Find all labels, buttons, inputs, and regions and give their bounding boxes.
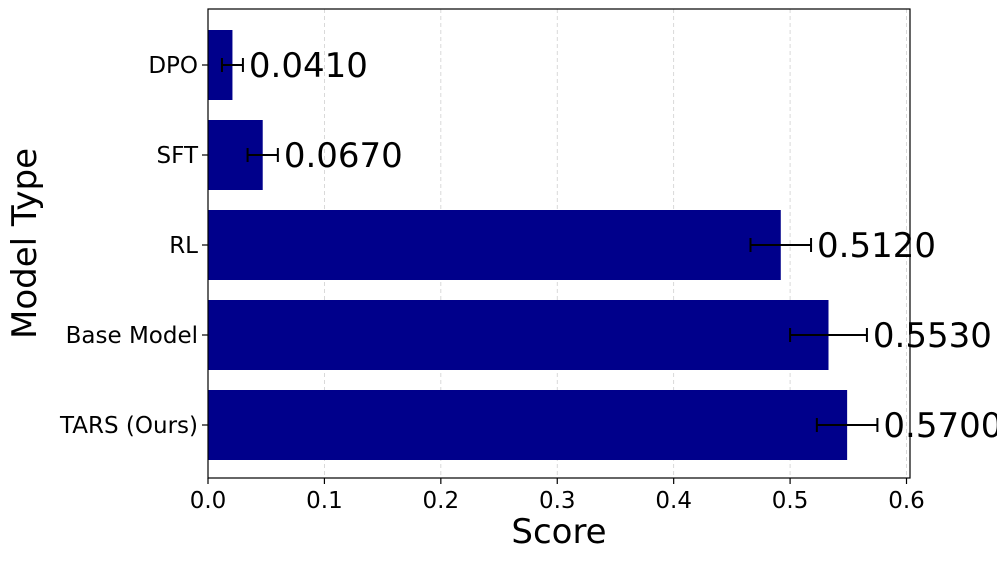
category-label: RL bbox=[169, 233, 198, 259]
error-bar bbox=[789, 328, 868, 342]
y-axis-title: Model Type bbox=[5, 148, 45, 339]
plot-frame bbox=[207, 8, 911, 479]
error-bar bbox=[220, 58, 244, 72]
x-tick-label: 0.5 bbox=[772, 488, 809, 514]
category-label: TARS (Ours) bbox=[59, 413, 198, 439]
category-label: DPO bbox=[148, 53, 198, 79]
category-label: Base Model bbox=[66, 323, 198, 349]
ticks: 0.0 0.1 0.2 0.3 0.4 0.5 0.6 bbox=[190, 64, 925, 514]
data-label: 0.0670 bbox=[284, 136, 403, 176]
error-bars bbox=[220, 58, 879, 432]
data-label: 0.0410 bbox=[249, 46, 368, 86]
x-tick-label: 0.1 bbox=[306, 488, 343, 514]
labels: DPO 0.0410 SFT 0.0670 RL 0.5120 Base Model 0.55… bbox=[59, 46, 997, 446]
bar bbox=[208, 390, 848, 460]
category-label: SFT bbox=[157, 143, 199, 169]
error-bar bbox=[815, 418, 879, 432]
x-tick-label: 0.3 bbox=[539, 488, 576, 514]
bar bbox=[208, 300, 829, 370]
x-axis-title: Score bbox=[511, 512, 606, 552]
data-label: 0.5530 bbox=[873, 316, 992, 356]
x-tick-label: 0.4 bbox=[655, 488, 692, 514]
data-label: 0.5120 bbox=[817, 226, 936, 266]
error-bar bbox=[749, 238, 813, 252]
x-tick-label: 0.2 bbox=[423, 488, 460, 514]
x-tick-label: 0.0 bbox=[190, 488, 227, 514]
bars bbox=[208, 30, 848, 460]
data-label: 0.5700 bbox=[883, 406, 997, 446]
error-bar bbox=[246, 148, 279, 162]
bar bbox=[208, 210, 781, 280]
x-tick-label: 0.6 bbox=[888, 488, 925, 514]
